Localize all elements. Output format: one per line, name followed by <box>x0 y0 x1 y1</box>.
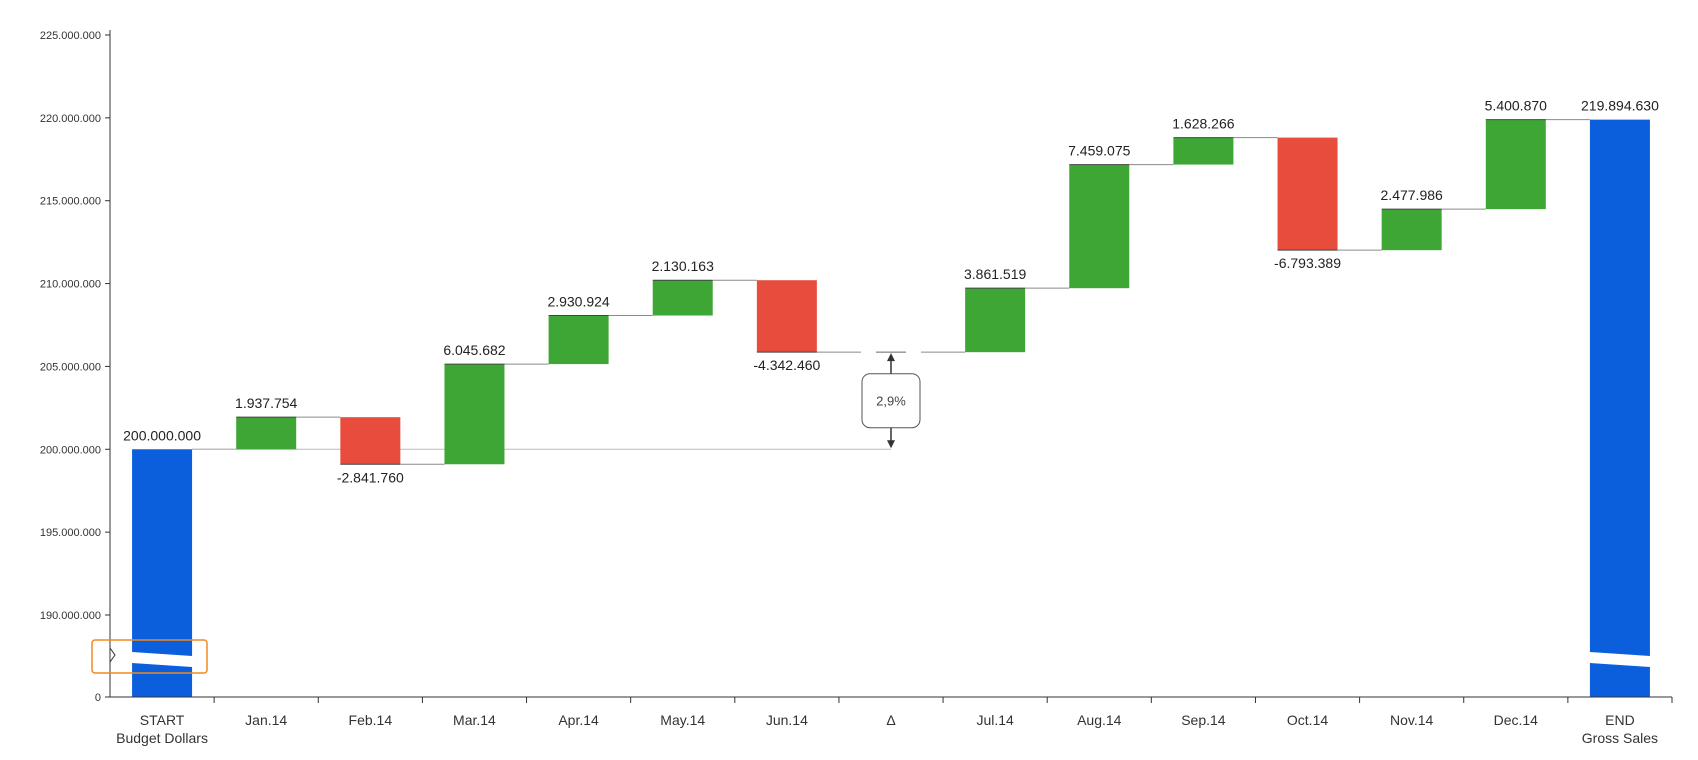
axis-break-marker <box>91 639 208 674</box>
data-label: -2.841.760 <box>337 469 404 485</box>
bar-increase <box>652 280 713 316</box>
bar-decrease <box>1277 137 1338 251</box>
data-label: 1.937.754 <box>235 395 297 411</box>
bar-decrease <box>340 417 401 465</box>
delta-box <box>861 373 921 429</box>
data-label: 219.894.630 <box>1581 98 1659 114</box>
labels: 0 190.000.000 195.000.000 200.000.000 205.00… <box>40 30 1659 746</box>
x-tick-label: Δ <box>886 712 895 728</box>
data-label: -4.342.460 <box>753 357 820 373</box>
data-label: 2.477.986 <box>1381 187 1443 203</box>
data-label: 200.000.000 <box>123 427 201 443</box>
y-tick-label: 210.000.000 <box>40 279 101 291</box>
y-tick-label: 195.000.000 <box>40 527 101 539</box>
x-tick-label: Jul.14 <box>976 712 1014 728</box>
bar-increase <box>1381 209 1442 251</box>
bars <box>132 119 1650 697</box>
x-tick-label: Oct.14 <box>1287 712 1328 728</box>
bar-increase <box>548 315 609 365</box>
x-tick-label: START <box>140 712 185 728</box>
arrow-up-icon <box>887 353 895 362</box>
bar-increase <box>965 288 1026 353</box>
data-label: 7.459.075 <box>1068 143 1130 159</box>
break-zigzag-icon <box>109 647 116 663</box>
x-tick-label: Mar.14 <box>453 712 496 728</box>
y-tick-label: 225.000.000 <box>40 30 101 42</box>
y-tick-label: 205.000.000 <box>40 361 101 373</box>
y-tick-label: 190.000.000 <box>40 610 101 622</box>
y-tick-label: 215.000.000 <box>40 196 101 208</box>
bar-increase <box>1069 164 1130 289</box>
bar-increase <box>444 364 505 465</box>
data-label: 2.930.924 <box>547 294 609 310</box>
bar-total-base <box>132 663 193 697</box>
delta-indicator: 2,9% <box>861 353 921 449</box>
connector-lines <box>192 119 1590 465</box>
data-label: -6.793.389 <box>1274 255 1341 271</box>
delta-value: 2,9% <box>876 394 906 409</box>
x-tick-label: Dec.14 <box>1494 712 1539 728</box>
bar-decrease <box>756 280 817 353</box>
x-tick-label: Aug.14 <box>1077 712 1122 728</box>
bar-increase <box>1485 119 1546 210</box>
arrow-down-icon <box>887 440 895 449</box>
x-tick-label: May.14 <box>660 712 705 728</box>
bar-increase <box>236 417 297 450</box>
x-tick-label: Jan.14 <box>245 712 287 728</box>
x-tick-label: Jun.14 <box>766 712 808 728</box>
bar-total <box>1589 119 1650 656</box>
x-tick-label: Apr.14 <box>558 712 599 728</box>
data-label: 3.861.519 <box>964 266 1026 282</box>
y-tick-label: 0 <box>95 692 101 704</box>
y-tick-label: 200.000.000 <box>40 444 101 456</box>
bar-total <box>132 449 193 656</box>
axes <box>91 30 1673 703</box>
data-label: 6.045.682 <box>443 342 505 358</box>
data-label: 2.130.163 <box>652 258 714 274</box>
x-tick-label: Nov.14 <box>1390 712 1434 728</box>
x-tick-label: Feb.14 <box>349 712 393 728</box>
axis-break-highlight <box>91 639 208 674</box>
x-tick-label: END <box>1605 712 1635 728</box>
data-label: 1.628.266 <box>1172 116 1234 132</box>
bar-total-base <box>1589 663 1650 697</box>
data-label: 5.400.870 <box>1485 98 1547 114</box>
x-tick-label: Sep.14 <box>1181 712 1226 728</box>
x-tick-sublabel: Gross Sales <box>1582 730 1658 746</box>
x-tick-sublabel: Budget Dollars <box>116 730 208 746</box>
bar-increase <box>1173 137 1234 165</box>
y-tick-label: 220.000.000 <box>40 113 101 125</box>
